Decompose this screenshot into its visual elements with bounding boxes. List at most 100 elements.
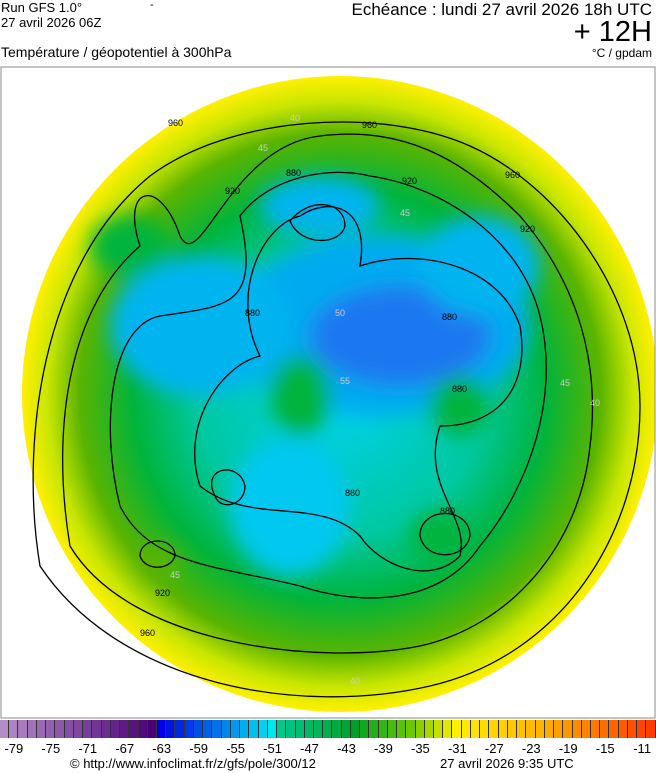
- color-scale-cell: [64, 720, 74, 738]
- color-scale-cell: [240, 720, 250, 738]
- color-scale-cell: [332, 720, 342, 738]
- color-scale-cell: [452, 720, 462, 738]
- lead-time: + 12H: [573, 16, 652, 48]
- isotherm-label: 45: [258, 143, 268, 153]
- color-scale-cell: [27, 720, 37, 738]
- color-scale-cell: [36, 720, 47, 738]
- color-scale-tick: -47: [300, 741, 319, 756]
- contour-label: 920: [520, 224, 535, 234]
- color-scale-cell: [517, 720, 527, 738]
- generation-time: 27 avril 2026 9:35 UTC: [440, 756, 574, 771]
- color-scale-cell: [249, 720, 259, 738]
- color-scale-cell: [489, 720, 499, 738]
- color-scale-cell: [618, 720, 628, 738]
- color-scale-tick: -51: [263, 741, 282, 756]
- color-scale-cell: [120, 720, 130, 738]
- color-scale-cell: [646, 720, 656, 738]
- color-scale-cell: [360, 720, 370, 738]
- color-scale: [0, 720, 656, 738]
- geopotential-contours: [32, 121, 641, 698]
- color-scale-tick: -35: [410, 741, 430, 756]
- color-scale-cell: [277, 720, 287, 738]
- isotherm-label: 40: [290, 113, 300, 123]
- contour-label: 920: [225, 186, 240, 196]
- contour-label: 880: [345, 488, 360, 498]
- isotherm-label: 50: [335, 308, 345, 318]
- color-scale-tick: -19: [558, 741, 578, 756]
- color-scale-cell: [591, 720, 601, 738]
- run-label: Run GFS 1.0°: [1, 0, 83, 15]
- color-scale-cell: [92, 720, 102, 738]
- color-scale-cell: [415, 720, 425, 738]
- cold-pool-areas: [90, 176, 540, 576]
- color-scale-cell: [581, 720, 591, 738]
- color-scale-cell: [258, 720, 268, 738]
- color-scale-cell: [443, 720, 453, 738]
- contour-label: 960: [362, 120, 377, 130]
- isotherm-label: 40: [590, 398, 600, 408]
- contour-label: 880: [440, 506, 455, 516]
- color-scale-cell: [156, 720, 167, 738]
- color-scale-cell: [341, 720, 351, 738]
- color-scale-cell: [0, 720, 10, 738]
- color-scale-cell: [295, 720, 305, 738]
- color-scale-cell: [507, 720, 518, 738]
- contour-label: 920: [155, 588, 170, 598]
- color-scale-cell: [350, 720, 361, 738]
- color-scale-cell: [313, 720, 324, 738]
- color-scale-cell: [406, 720, 416, 738]
- color-scale-cell: [461, 720, 471, 738]
- color-scale-cell: [498, 720, 508, 738]
- forecast-valid-time: Echéance : lundi 27 avril 2026 18h UTC: [351, 0, 652, 19]
- color-scale-cell: [267, 720, 278, 738]
- units-label: °C / gpdam: [591, 46, 652, 60]
- color-scale-cell: [609, 720, 619, 738]
- color-scale-tick: -27: [484, 741, 504, 756]
- color-scale-cell: [55, 720, 65, 738]
- isotherm-label: 40: [350, 676, 360, 686]
- color-scale-cell: [110, 720, 121, 738]
- color-scale-cell: [480, 720, 490, 738]
- color-scale-cell: [83, 720, 93, 738]
- color-scale-cell: [637, 720, 647, 738]
- color-scale-cell: [434, 720, 444, 738]
- contour-labels: 960 960 960 960 920 920 920 920 880 880 …: [140, 118, 535, 638]
- color-scale-cell: [212, 720, 222, 738]
- color-scale-tick: -59: [189, 741, 209, 756]
- color-scale-cell: [526, 720, 536, 738]
- color-scale-tick: -11: [633, 741, 652, 756]
- color-scale-cell: [138, 720, 148, 738]
- color-scale-cell: [193, 720, 204, 738]
- color-scale-cell: [166, 720, 176, 738]
- color-scale-cell: [221, 720, 231, 738]
- color-scale-tick: -71: [78, 741, 98, 756]
- isotherm-label: 45: [170, 570, 180, 580]
- color-scale-cell: [627, 720, 638, 738]
- color-scale-tick: -15: [595, 741, 615, 756]
- color-scale-tick: -39: [374, 741, 393, 756]
- color-scale-cell: [73, 720, 84, 738]
- color-scale-cell: [184, 720, 194, 738]
- color-scale-cell: [554, 720, 564, 738]
- color-scale-cell: [129, 720, 139, 738]
- contour-label: 960: [140, 628, 155, 638]
- color-scale-cell: [369, 720, 379, 738]
- color-scale-cell: [147, 720, 157, 738]
- color-scale-tick: -31: [447, 741, 467, 756]
- run-date: 27 avril 2026 06Z: [1, 15, 102, 30]
- color-scale-cell: [378, 720, 388, 738]
- color-scale-cell: [535, 720, 545, 738]
- contour-label: 960: [168, 118, 183, 128]
- color-scale-tick: -75: [41, 741, 61, 756]
- color-scale-ticks: -79 -75 -71 -67 -63 -59 -55 -51 -47 -43 -39 -35 -31 -…: [0, 741, 656, 757]
- color-scale-cell: [424, 720, 435, 738]
- contour-label: 920: [402, 176, 417, 186]
- isotherm-label: 45: [560, 378, 570, 388]
- contour-label: 880: [442, 312, 457, 322]
- color-scale-cell: [397, 720, 407, 738]
- copyright: © http://www.infoclimat.fr/z/gfs/pole/30…: [70, 756, 316, 771]
- color-scale-cell: [572, 720, 582, 738]
- color-scale-tick: -79: [4, 741, 24, 756]
- color-scale-tick: -23: [521, 741, 541, 756]
- color-scale-cell: [9, 720, 19, 738]
